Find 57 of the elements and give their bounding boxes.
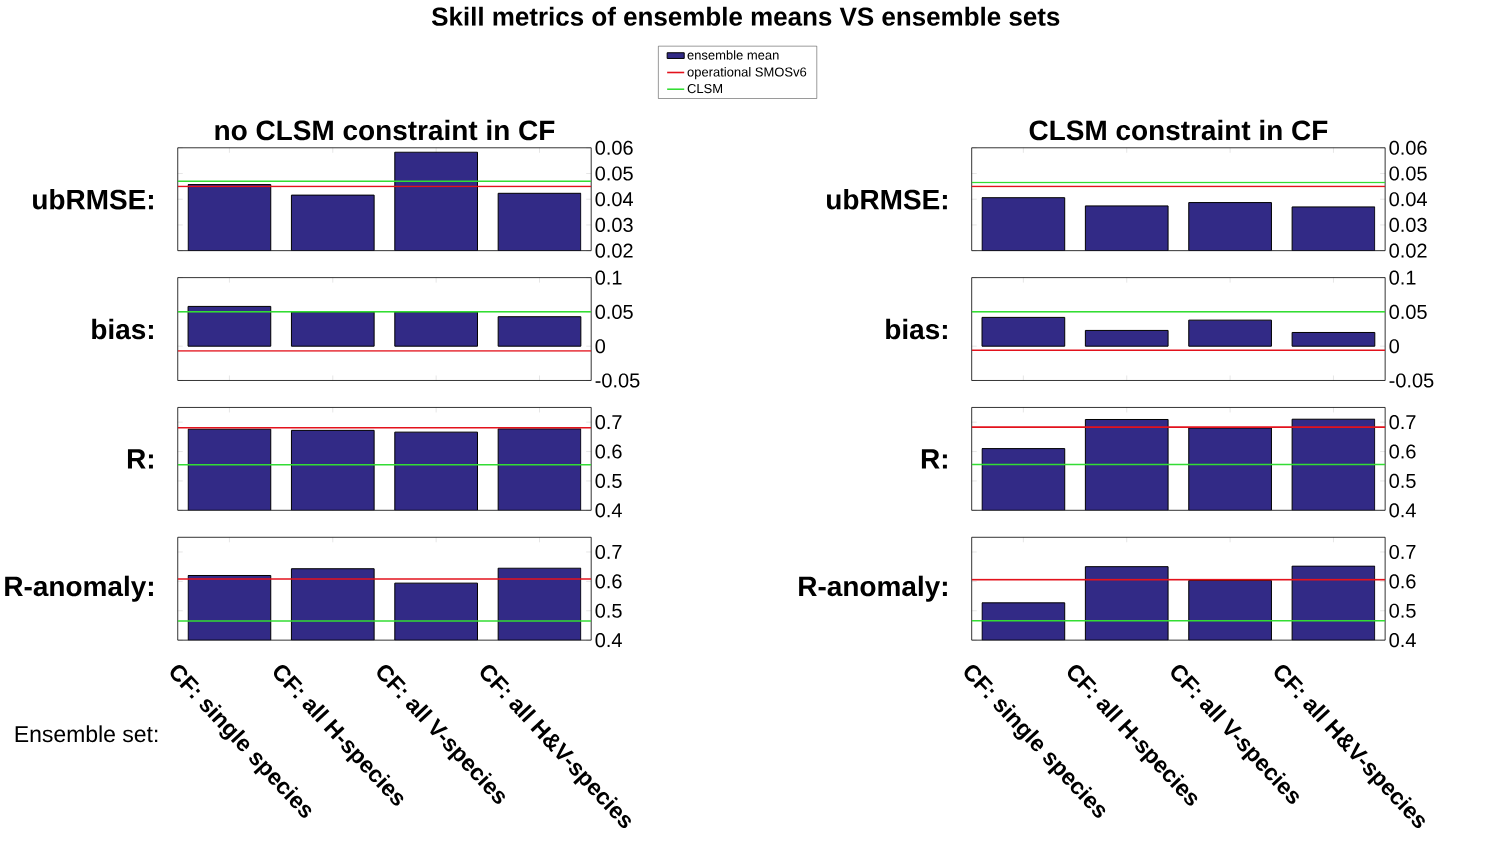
y-tick-label: 0.05 [595,166,633,181]
y-tick-label: 0.04 [1389,192,1427,207]
y-tick-label: 0.6 [595,444,622,459]
y-tick-label: 0.03 [1389,217,1427,233]
y-axis-title: ubRMSE: [33,189,153,210]
y-tick-label: 0.02 [595,243,633,258]
y-axis-title: bias: [886,318,947,340]
bar [1084,329,1169,347]
legend-label: CLSM [687,84,723,94]
y-tick-label: 0.7 [1389,544,1416,560]
y-tick-label: 0.5 [1389,473,1416,489]
bar [497,316,582,347]
y-tick-label: 0.05 [595,304,633,320]
y-tick-label: 0.6 [1389,444,1416,459]
y-tick-label: 0.04 [595,192,633,207]
text: Ensemble set: [15,725,158,743]
legend-label: ensemble mean [687,50,779,60]
y-tick-label: 0.7 [1389,415,1416,430]
y-axis-title: R: [127,449,153,469]
y-tick-label: 0.4 [1389,633,1416,648]
y-tick-label: 0.5 [595,473,622,489]
legend-label: operational SMOSv6 [687,67,807,80]
y-tick-label: 0.5 [595,603,622,618]
y-tick-label: 0.5 [1389,603,1416,618]
y-tick-label: 0.7 [595,544,622,560]
y-axis-title: bias: [92,318,153,340]
chart-subtitle: no CLSM constraint in CF [215,119,555,141]
y-tick-label: 0.4 [595,633,622,648]
text: Skill metrics of ensemble means VS ensemble sets [431,6,1060,26]
y-tick-label: 0.1 [595,270,622,285]
y-axis-title: R-anomaly: [799,575,947,602]
y-tick-label: 0.06 [1389,140,1427,155]
bar [290,311,375,347]
y-tick-label: 0.05 [1389,166,1427,181]
bar [981,316,1066,347]
bar [394,311,478,347]
y-tick-label: 0.03 [595,217,633,233]
y-tick-label: 0.06 [595,140,633,155]
bar [187,305,272,347]
y-tick-label: 0 [1389,339,1399,354]
y-axis-title: R: [921,449,947,469]
y-tick-label: 0.7 [595,415,622,430]
bar [1188,319,1272,347]
chart-subtitle: CLSM constraint in CF [1029,119,1328,141]
y-tick-label: 0.6 [1389,574,1416,589]
y-tick-label: 0 [595,339,606,354]
y-axis-title: R-anomaly: [5,575,153,602]
y-tick-label: 0.6 [595,574,622,589]
y-tick-label: 0.4 [1389,503,1416,518]
y-tick-label: 0.1 [1389,270,1416,285]
y-tick-label: 0.02 [1389,243,1427,258]
y-tick-label: 0.4 [595,503,622,518]
y-tick-label: 0.05 [1389,304,1427,320]
y-tick-label: -0.05 [595,373,640,388]
y-axis-title: ubRMSE: [827,189,947,210]
bar [1291,332,1376,347]
y-tick-label: -0.05 [1389,373,1434,388]
